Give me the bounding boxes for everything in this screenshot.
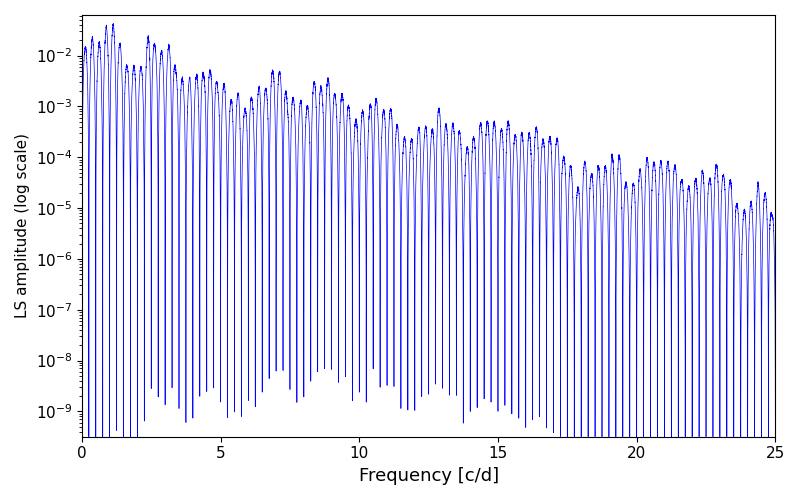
Y-axis label: LS amplitude (log scale): LS amplitude (log scale) [15, 134, 30, 318]
X-axis label: Frequency [c/d]: Frequency [c/d] [358, 467, 498, 485]
